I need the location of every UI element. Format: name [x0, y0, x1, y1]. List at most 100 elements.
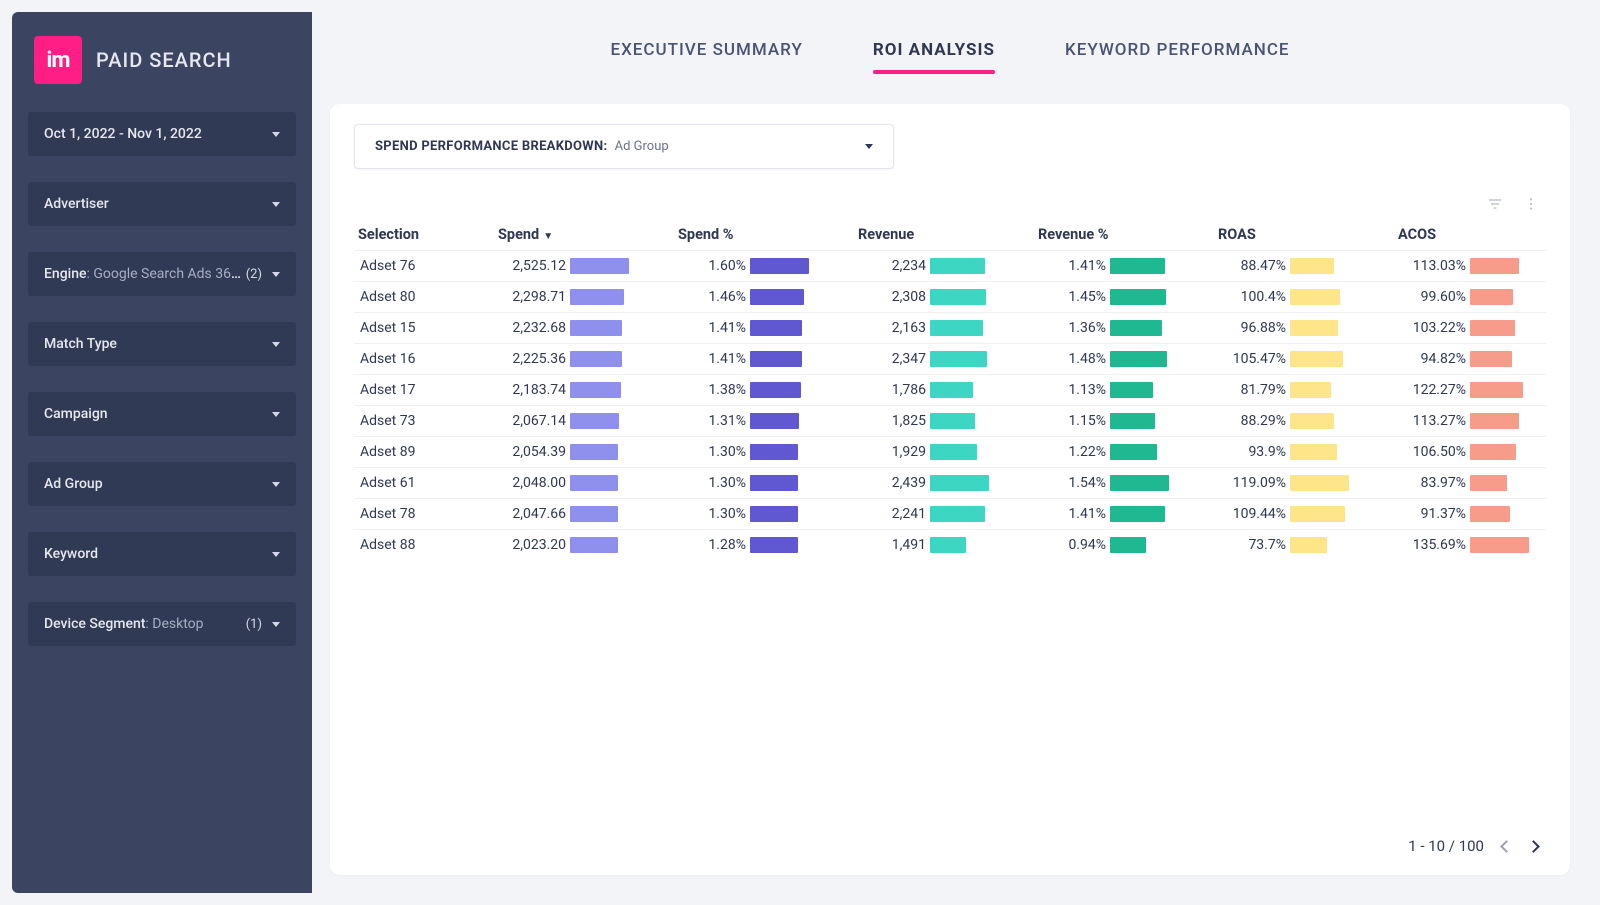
metric-bar	[1110, 289, 1218, 305]
metric-bar	[1110, 320, 1218, 336]
table-header-cell[interactable]: Revenue	[858, 226, 1038, 243]
metric-bar	[930, 506, 1038, 522]
metric-bar	[1470, 444, 1570, 460]
metric-value: 2,183.74	[498, 382, 566, 398]
metric-cell: 1.45%	[1038, 289, 1218, 305]
sidebar-filter-3[interactable]: Match Type	[28, 322, 296, 366]
metric-cell: 2,241	[858, 506, 1038, 522]
metric-bar	[1290, 289, 1398, 305]
metric-cell: 1,786	[858, 382, 1038, 398]
more-icon[interactable]	[1522, 195, 1540, 213]
metric-value: 1.60%	[678, 258, 746, 274]
sidebar-filter-6[interactable]: Keyword	[28, 532, 296, 576]
metric-cell: 1.28%	[678, 537, 858, 553]
logo-icon: im	[34, 36, 82, 84]
table-row[interactable]: Adset 882,023.201.28%1,4910.94%73.7%135.…	[354, 529, 1546, 560]
filter-icon[interactable]	[1486, 195, 1504, 213]
metric-value: 106.50%	[1398, 444, 1466, 460]
sidebar-filter-2[interactable]: Engine: Google Search Ads 360, ...(2)	[28, 252, 296, 296]
table-row[interactable]: Adset 762,525.121.60%2,2341.41%88.47%113…	[354, 250, 1546, 281]
metric-bar	[1470, 537, 1570, 553]
filter-count: (1)	[246, 617, 262, 632]
metric-cell: 2,054.39	[498, 444, 678, 460]
metric-value: 2,047.66	[498, 506, 566, 522]
metric-bar	[1110, 351, 1218, 367]
chevron-down-icon	[272, 412, 280, 417]
metric-value: 1,825	[858, 413, 926, 429]
metric-bar	[1290, 506, 1398, 522]
chevron-down-icon	[272, 552, 280, 557]
table-header-cell[interactable]: Selection	[358, 226, 498, 243]
selection-cell: Adset 61	[358, 475, 498, 491]
table-row[interactable]: Adset 162,225.361.41%2,3471.48%105.47%94…	[354, 343, 1546, 374]
table-header-cell[interactable]: ROAS	[1218, 226, 1398, 243]
chevron-down-icon	[272, 622, 280, 627]
filter-label: Campaign	[44, 406, 272, 422]
main: EXECUTIVE SUMMARY ROI ANALYSIS KEYWORD PER…	[312, 12, 1588, 893]
tab-2[interactable]: KEYWORD PERFORMANCE	[1065, 40, 1290, 74]
table-row[interactable]: Adset 152,232.681.41%2,1631.36%96.88%103…	[354, 312, 1546, 343]
metric-cell: 2,048.00	[498, 475, 678, 491]
metric-bar	[1290, 444, 1398, 460]
metric-bar	[570, 475, 678, 491]
metric-bar	[1290, 258, 1398, 274]
metric-value: 2,241	[858, 506, 926, 522]
sidebar-filter-4[interactable]: Campaign	[28, 392, 296, 436]
next-page-button[interactable]	[1529, 842, 1538, 851]
metric-cell: 1.30%	[678, 475, 858, 491]
metric-cell: 103.22%	[1398, 320, 1570, 336]
metric-value: 2,232.68	[498, 320, 566, 336]
metric-bar	[1470, 320, 1570, 336]
metric-bar	[1110, 537, 1218, 553]
metric-cell: 2,525.12	[498, 258, 678, 274]
metric-value: 1.30%	[678, 506, 746, 522]
metric-value: 99.60%	[1398, 289, 1466, 305]
table-row[interactable]: Adset 732,067.141.31%1,8251.15%88.29%113…	[354, 405, 1546, 436]
metric-bar	[930, 320, 1038, 336]
breakdown-select[interactable]: SPEND PERFORMANCE BREAKDOWN: Ad Group	[354, 124, 894, 169]
metric-cell: 91.37%	[1398, 506, 1570, 522]
table-row[interactable]: Adset 892,054.391.30%1,9291.22%93.9%106.…	[354, 436, 1546, 467]
metric-bar	[570, 289, 678, 305]
table-row[interactable]: Adset 172,183.741.38%1,7861.13%81.79%122…	[354, 374, 1546, 405]
metric-cell: 88.29%	[1218, 413, 1398, 429]
metric-cell: 105.47%	[1218, 351, 1398, 367]
metric-cell: 135.69%	[1398, 537, 1570, 553]
metric-value: 2,308	[858, 289, 926, 305]
metric-bar	[930, 537, 1038, 553]
metric-value: 93.9%	[1218, 444, 1286, 460]
sidebar-filter-0[interactable]: Oct 1, 2022 - Nov 1, 2022	[28, 112, 296, 156]
metric-bar	[750, 289, 858, 305]
filter-count: (2)	[246, 267, 262, 282]
metric-bar	[1470, 506, 1570, 522]
sidebar-filter-5[interactable]: Ad Group	[28, 462, 296, 506]
metric-value: 2,023.20	[498, 537, 566, 553]
table-row[interactable]: Adset 612,048.001.30%2,4391.54%119.09%83…	[354, 467, 1546, 498]
tab-1[interactable]: ROI ANALYSIS	[873, 40, 995, 74]
metric-cell: 109.44%	[1218, 506, 1398, 522]
table-header-cell[interactable]: ACOS	[1398, 226, 1570, 243]
metric-value: 1.48%	[1038, 351, 1106, 367]
metric-cell: 1.30%	[678, 444, 858, 460]
sidebar-filter-1[interactable]: Advertiser	[28, 182, 296, 226]
metric-value: 2,234	[858, 258, 926, 274]
metric-value: 2,525.12	[498, 258, 566, 274]
metric-cell: 2,023.20	[498, 537, 678, 553]
filter-label: Keyword	[44, 546, 272, 562]
table-row[interactable]: Adset 802,298.711.46%2,3081.45%100.4%99.…	[354, 281, 1546, 312]
filter-label: Device Segment: Desktop	[44, 616, 246, 632]
tab-0[interactable]: EXECUTIVE SUMMARY	[610, 40, 802, 74]
filter-label: Ad Group	[44, 476, 272, 492]
prev-page-button[interactable]	[1502, 842, 1511, 851]
app-title: PAID SEARCH	[96, 48, 232, 72]
table-row[interactable]: Adset 782,047.661.30%2,2411.41%109.44%91…	[354, 498, 1546, 529]
table-header-cell[interactable]: Spend▼	[498, 226, 678, 243]
metric-value: 1,786	[858, 382, 926, 398]
pagination: 1 - 10 / 100	[354, 825, 1546, 859]
table-header-cell[interactable]: Spend %	[678, 226, 858, 243]
metric-bar	[930, 413, 1038, 429]
sidebar-filter-7[interactable]: Device Segment: Desktop(1)	[28, 602, 296, 646]
metric-bar	[930, 475, 1038, 491]
metric-bar	[1470, 289, 1570, 305]
table-header-cell[interactable]: Revenue %	[1038, 226, 1218, 243]
